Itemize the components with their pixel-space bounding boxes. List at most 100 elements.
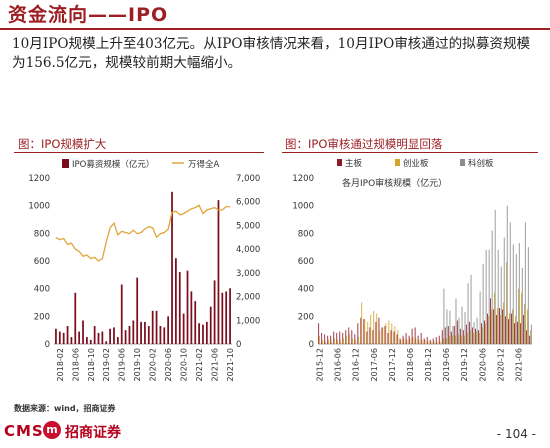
approval-bar-0 [517, 321, 519, 344]
legend-label: 创业板 [403, 158, 429, 169]
x-tick-label: 2018-12 [424, 348, 433, 381]
ipo-bar [58, 331, 61, 344]
chart-1-title: 图：IPO规模扩大 [18, 137, 107, 151]
ipo-bar [209, 306, 212, 344]
x-tick-label: 2018-10 [87, 348, 96, 381]
approval-bar-0 [420, 332, 422, 344]
approval-bar-2 [473, 321, 475, 344]
approval-bar-1 [484, 323, 486, 344]
approval-bar-2 [479, 291, 481, 344]
ipo-bar [213, 280, 216, 344]
y-tick-label: 600 [34, 257, 50, 267]
x-tick-label: 2020-02 [149, 348, 158, 381]
approval-bar-1 [322, 339, 323, 344]
approval-bar-0 [357, 323, 359, 344]
x-tick-label: 2017-12 [388, 348, 397, 381]
approval-bar-0 [345, 330, 347, 344]
approval-bar-2 [503, 237, 505, 344]
approval-bar-2 [470, 274, 472, 344]
approval-bar-1 [325, 341, 326, 344]
ipo-bar [147, 326, 150, 344]
legend-label: 科创板 [468, 158, 494, 169]
approval-bar-0 [426, 337, 428, 344]
approval-bar-1 [490, 309, 492, 344]
ipo-bar [74, 292, 77, 344]
y-tick-label: 1200 [292, 174, 314, 184]
approval-bar-1 [358, 337, 360, 344]
approval-bar-0 [435, 337, 437, 344]
ipo-bar [229, 288, 231, 344]
approval-bar-2 [509, 222, 511, 344]
approval-bar-1 [433, 341, 435, 344]
y-tick-label: 800 [34, 229, 50, 239]
approval-bar-0 [381, 327, 383, 344]
approval-bar-0 [490, 298, 491, 344]
approval-bar-1 [403, 338, 405, 344]
x-tick-label: 2021-10 [226, 348, 235, 381]
approval-bar-0 [523, 314, 525, 344]
y-tick-label: 0 [45, 340, 50, 350]
approval-bar-1 [334, 338, 335, 344]
ipo-bar [202, 324, 204, 344]
ipo-bar [128, 326, 131, 344]
y-tick-label: 1000 [292, 202, 314, 212]
ipo-bar [167, 316, 170, 344]
title-divider [0, 28, 550, 30]
ipo-bar [175, 258, 177, 344]
ipo-bar [78, 331, 81, 344]
approval-bar-0 [393, 331, 395, 344]
ipo-bar [221, 292, 224, 344]
approval-bar-1 [406, 339, 408, 344]
approval-bar-2 [491, 230, 493, 344]
approval-bar-2 [449, 310, 451, 344]
approval-bar-1 [388, 320, 390, 344]
legend-swatch-ipo [62, 159, 69, 168]
chart-2-title-rule [282, 152, 538, 153]
ipo-scale-chart: IPO募资规模（亿元） 万得全A 0 200 400 600 800 1000 1200 0 1,0… [28, 159, 260, 381]
approval-bar-1 [463, 335, 465, 344]
logo-text: CMS [4, 422, 44, 440]
ipo-bar [82, 320, 84, 344]
y-tick-label: 400 [298, 285, 314, 295]
x-tick-label: 2021-06 [211, 348, 220, 381]
page-title: 资金流向——IPO [8, 4, 169, 26]
y2-tick-label: 6,000 [236, 198, 260, 208]
approval-bar-1 [439, 341, 441, 344]
approval-bar-0 [375, 321, 377, 344]
approval-bar-1 [367, 321, 369, 344]
approval-bar-0 [432, 338, 434, 344]
ipo-bar [198, 323, 200, 344]
approval-bar-2 [512, 244, 514, 344]
approval-bar-2 [482, 263, 484, 344]
approval-bar-2 [500, 266, 502, 344]
approval-bar-1 [524, 303, 525, 344]
approval-bar-2 [521, 267, 523, 344]
ipo-bar [159, 326, 162, 344]
approval-bar-1 [346, 335, 348, 344]
approval-bar-0 [520, 323, 522, 344]
ipo-bar [171, 191, 173, 344]
approval-bar-1 [530, 330, 531, 344]
approval-bar-0 [526, 330, 528, 344]
approval-bar-1 [496, 308, 498, 344]
approval-bar-1 [505, 262, 507, 344]
ipo-bar [66, 326, 69, 344]
approval-bar-0 [333, 331, 335, 344]
ipo-bar [124, 330, 127, 344]
approval-bar-1 [421, 339, 423, 344]
approval-bar-0 [402, 335, 404, 344]
approval-bar-0 [399, 338, 401, 344]
ipo-bar [155, 310, 158, 344]
approval-bar-0 [414, 327, 416, 344]
logo-chinese: 招商证券 [65, 425, 121, 441]
approval-bar-1 [448, 335, 450, 344]
approval-bar-0 [502, 309, 503, 344]
approval-bar-0 [384, 326, 386, 344]
approval-bar-2 [488, 249, 490, 344]
x-tick-label: 2020-10 [180, 348, 189, 381]
y-tick-label: 400 [34, 285, 50, 295]
approval-bar-0 [429, 339, 431, 344]
ipo-bar [163, 327, 166, 344]
approval-bar-1 [527, 309, 528, 344]
approval-bar-0 [318, 323, 320, 344]
